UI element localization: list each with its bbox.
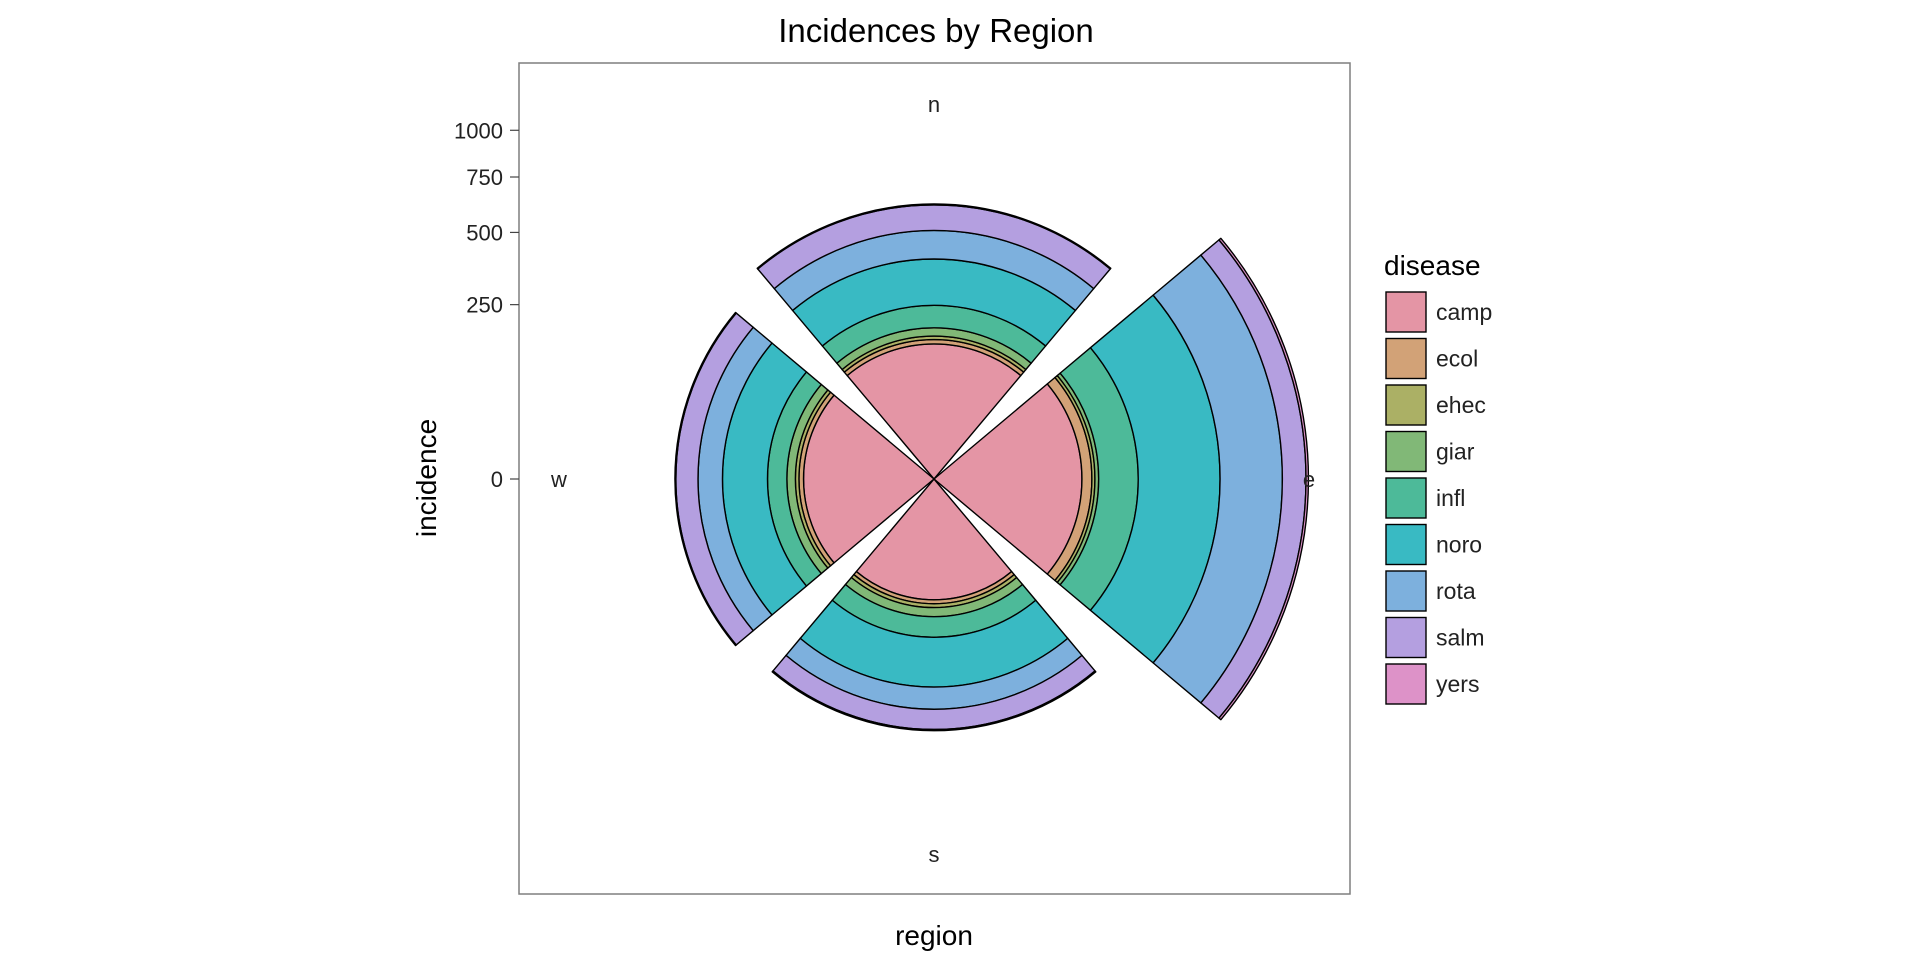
- legend-swatch-noro: [1385, 523, 1427, 566]
- legend-title: disease: [1384, 250, 1481, 281]
- wedge-w-yers: [674, 311, 737, 647]
- x-axis-title: region: [895, 920, 973, 951]
- legend-swatch-ehec: [1385, 384, 1427, 426]
- legend-label-yers: yers: [1436, 671, 1479, 697]
- legend-label-salm: salm: [1436, 625, 1485, 651]
- y-tick-label: 1000: [454, 118, 503, 143]
- y-tick-label: 0: [491, 467, 503, 492]
- y-tick-label: 250: [466, 293, 503, 318]
- wedge-n-yers: [756, 203, 1112, 270]
- wedges-layer: [674, 203, 1310, 732]
- y-axis-ticks: 0 250 500 750 1000: [454, 118, 519, 492]
- wedge-s-yers: [771, 670, 1097, 732]
- legend-swatch-infl: [1385, 477, 1427, 519]
- region-label-s: s: [929, 842, 940, 867]
- legend-label-camp: camp: [1436, 299, 1492, 325]
- legend-label-ecol: ecol: [1436, 346, 1478, 372]
- region-labels: n e s w: [550, 92, 1315, 867]
- legend-swatch-giar: [1385, 430, 1427, 473]
- region-label-e: e: [1303, 467, 1315, 492]
- legend-label-noro: noro: [1436, 532, 1482, 558]
- legend-swatch-rota: [1385, 570, 1427, 612]
- wedge-e-yers: [1218, 237, 1310, 721]
- legend: disease camp ecol ehec giar infl noro rota salm…: [1384, 250, 1492, 705]
- legend-swatch-camp: [1385, 291, 1427, 333]
- legend-label-giar: giar: [1436, 439, 1475, 465]
- legend-label-rota: rota: [1436, 578, 1476, 604]
- legend-swatch-salm: [1385, 616, 1427, 659]
- legend-label-ehec: ehec: [1436, 392, 1486, 418]
- region-label-w: w: [550, 467, 567, 492]
- legend-swatch-yers: [1385, 663, 1427, 705]
- y-tick-label: 750: [466, 165, 503, 190]
- legend-swatch-ecol: [1385, 337, 1427, 380]
- legend-label-infl: infl: [1436, 485, 1465, 511]
- chart-title: Incidences by Region: [778, 12, 1094, 49]
- region-label-n: n: [928, 92, 940, 117]
- y-tick-label: 500: [466, 220, 503, 245]
- y-axis-title: incidence: [411, 419, 442, 537]
